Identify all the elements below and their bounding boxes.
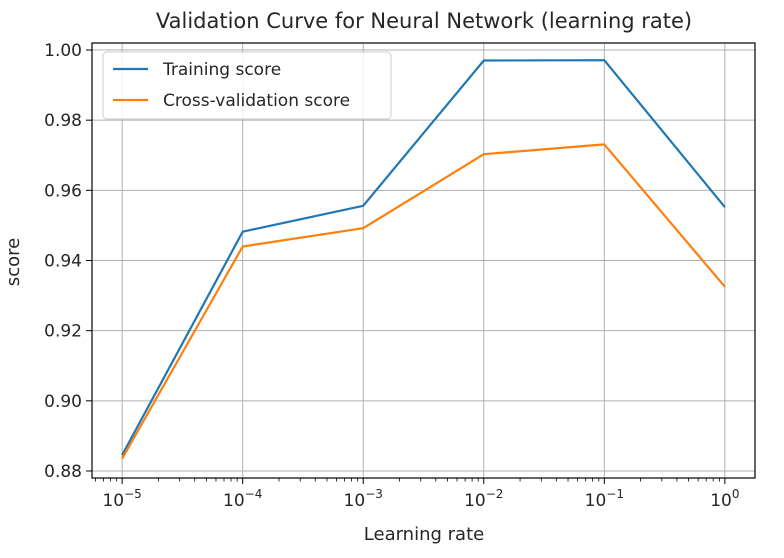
series-line — [121, 59, 726, 456]
y-axis-label: score — [3, 238, 24, 286]
y-tick-label: 0.90 — [44, 392, 82, 412]
y-tick-label: 0.96 — [44, 181, 82, 201]
legend-label: Cross-validation score — [163, 91, 350, 111]
x-tick-label: 10−2 — [464, 487, 503, 511]
x-tick-label: 10−1 — [585, 487, 624, 511]
legend-box — [102, 51, 392, 120]
y-tick-label: 0.94 — [44, 252, 82, 272]
y-tick-label: 1.00 — [44, 41, 82, 61]
y-tick-label: 0.88 — [44, 462, 82, 482]
series-lines — [121, 59, 726, 460]
y-axis: 0.88 0.90 0.92 0.94 0.96 0.98 1.00 — [44, 41, 92, 482]
x-tick-label: 10−4 — [223, 487, 262, 511]
x-axis: 10−5 10−4 10−3 10−2 10−1 100 — [94, 478, 740, 511]
chart-title: Validation Curve for Neural Network (lea… — [156, 9, 692, 33]
x-axis-label: Learning rate — [364, 524, 484, 545]
y-tick-label: 0.98 — [44, 111, 82, 131]
x-tick-label: 10−3 — [344, 487, 383, 511]
series-line — [121, 143, 726, 460]
legend-label: Training score — [162, 60, 281, 80]
x-tick-label: 10−5 — [102, 487, 141, 511]
y-tick-label: 0.92 — [44, 322, 82, 342]
x-tick-label: 100 — [710, 487, 739, 511]
legend: Training score Cross-validation score — [102, 51, 392, 120]
